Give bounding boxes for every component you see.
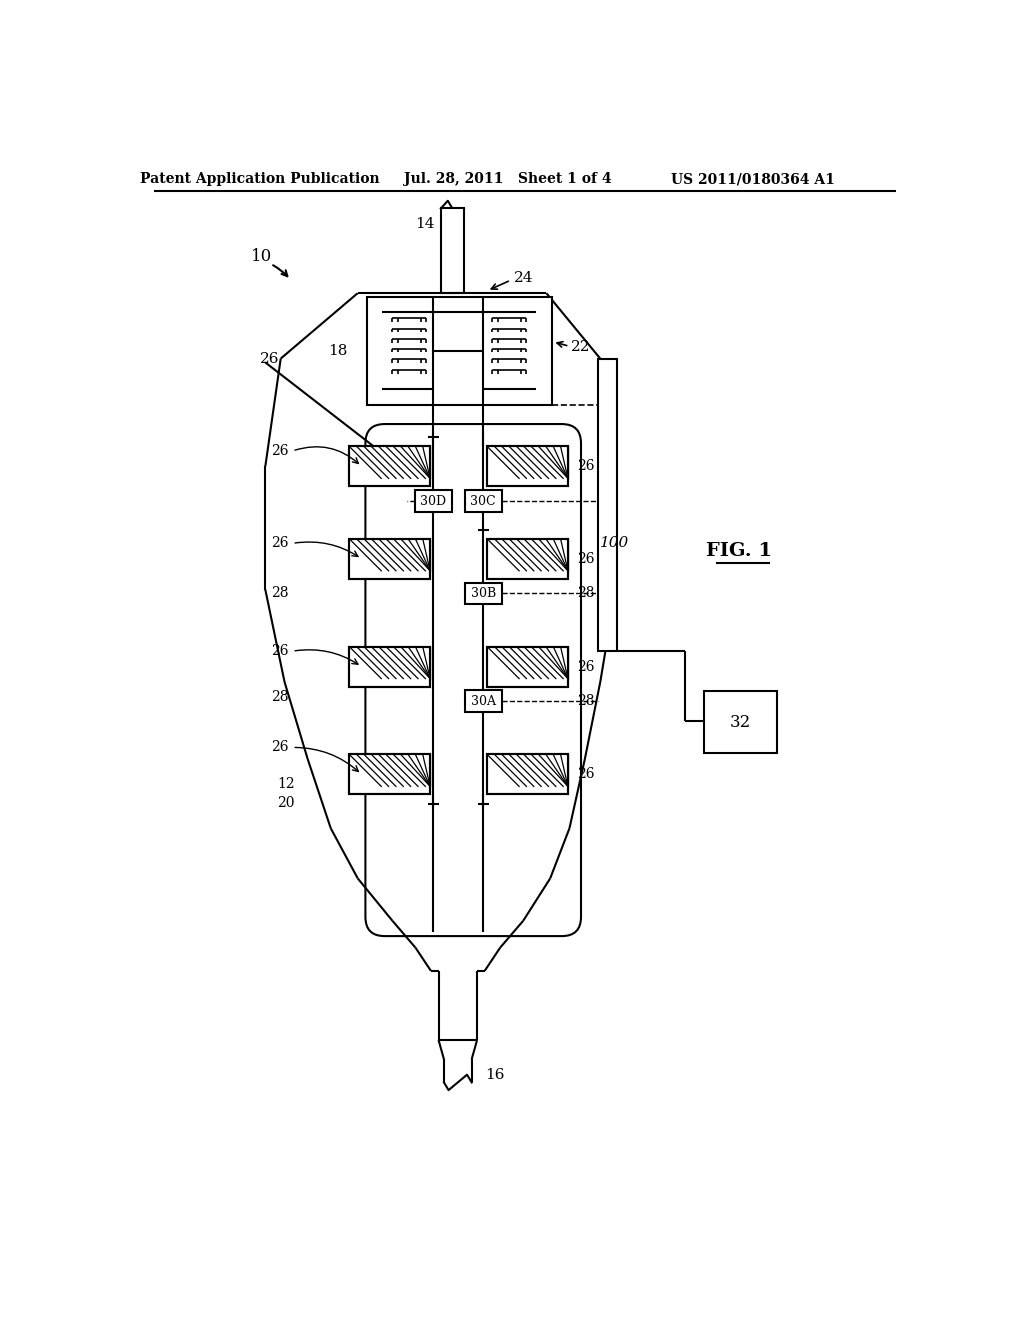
Bar: [487, 539, 568, 579]
Text: 24: 24: [514, 271, 534, 285]
Text: 26: 26: [271, 444, 289, 458]
Text: 12: 12: [276, 776, 295, 791]
Text: 26: 26: [577, 459, 594, 474]
Bar: [367, 297, 552, 405]
Text: 18: 18: [329, 345, 348, 358]
Text: 16: 16: [484, 1068, 504, 1081]
Text: 30A: 30A: [471, 694, 496, 708]
Text: US 2011/0180364 A1: US 2011/0180364 A1: [671, 172, 835, 186]
Bar: [441, 209, 464, 293]
Text: 26: 26: [260, 351, 280, 366]
Bar: [349, 647, 430, 686]
Text: FIG. 1: FIG. 1: [706, 543, 772, 560]
Text: 26: 26: [577, 660, 594, 673]
Bar: [465, 690, 502, 711]
Text: 30C: 30C: [470, 495, 496, 508]
Text: 32: 32: [730, 714, 751, 730]
Bar: [705, 692, 777, 752]
Bar: [487, 755, 568, 795]
Bar: [349, 539, 430, 579]
Text: 28: 28: [271, 690, 289, 705]
Bar: [598, 359, 617, 651]
Bar: [465, 490, 502, 512]
Text: 28: 28: [271, 586, 289, 601]
Text: 14: 14: [415, 216, 435, 231]
FancyBboxPatch shape: [366, 424, 581, 936]
Text: 26: 26: [577, 552, 594, 566]
Text: 26: 26: [271, 536, 289, 550]
Bar: [349, 755, 430, 795]
Text: 10: 10: [251, 248, 272, 265]
Bar: [349, 446, 430, 487]
Bar: [487, 539, 568, 579]
Bar: [349, 755, 430, 795]
Bar: [415, 490, 452, 512]
Bar: [487, 647, 568, 686]
Bar: [487, 446, 568, 487]
Text: 26: 26: [577, 767, 594, 781]
Text: 26: 26: [271, 644, 289, 659]
Bar: [349, 446, 430, 487]
Text: 30B: 30B: [471, 587, 496, 601]
Bar: [487, 755, 568, 795]
Text: 100: 100: [599, 536, 629, 550]
Bar: [349, 539, 430, 579]
Bar: [487, 446, 568, 487]
Text: 26: 26: [271, 741, 289, 755]
Bar: [349, 647, 430, 686]
Text: 22: 22: [571, 341, 591, 354]
Bar: [465, 582, 502, 605]
Text: 28: 28: [577, 586, 594, 601]
Text: Jul. 28, 2011   Sheet 1 of 4: Jul. 28, 2011 Sheet 1 of 4: [404, 172, 611, 186]
Text: Patent Application Publication: Patent Application Publication: [140, 172, 380, 186]
Text: 28: 28: [577, 694, 594, 709]
Text: 20: 20: [278, 796, 295, 810]
Text: 30D: 30D: [420, 495, 446, 508]
Bar: [487, 647, 568, 686]
